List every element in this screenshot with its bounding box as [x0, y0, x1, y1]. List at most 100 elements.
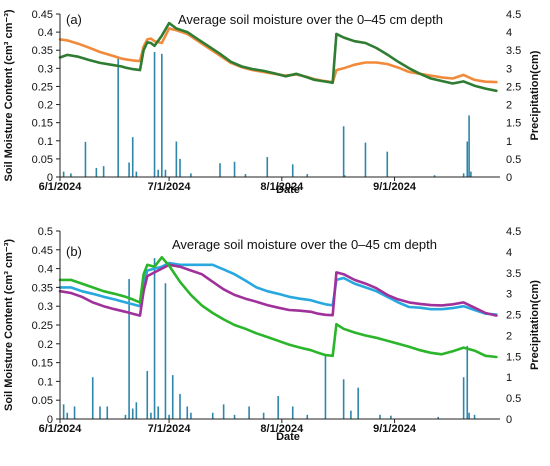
y2-tick-label: 4	[506, 27, 512, 39]
precip-bar	[342, 126, 345, 177]
y-tick-label: 0.45	[32, 245, 53, 257]
x-tick-label: 9/1/2024	[373, 181, 417, 193]
y2-tick-label: 0	[506, 172, 512, 184]
y-axis-title: Soil Moisture Content (cm³ cm⁻³)	[3, 239, 15, 411]
y-tick-label: 0.25	[32, 320, 53, 332]
precip-bar	[277, 396, 279, 419]
precip-bar	[468, 115, 470, 177]
y-tick-label: 0.35	[32, 45, 53, 57]
moisture-series-line-2	[58, 21, 498, 93]
precip-bar	[462, 173, 465, 177]
precip-bar	[386, 151, 389, 177]
precip-bar	[190, 173, 192, 177]
x-axis-title: Date	[276, 184, 300, 196]
precip-bar	[106, 406, 109, 419]
x-tick-label: 6/1/2024	[39, 181, 83, 193]
y-tick-label: 0.3	[38, 63, 53, 75]
y-tick-label: 0.1	[38, 376, 53, 388]
precip-bar	[222, 404, 225, 419]
y-tick-label: 0.05	[32, 154, 53, 166]
y-axis-title: Soil Moisture Content (cm³ cm⁻³)	[3, 9, 15, 181]
precip-bar	[462, 377, 465, 419]
precip-bar	[437, 416, 439, 419]
y2-tick-label: 4.5	[506, 226, 521, 238]
y2-tick-label: 3	[506, 289, 512, 301]
precip-bar	[190, 412, 192, 419]
precip-bar	[266, 157, 269, 177]
precip-bar	[135, 402, 138, 419]
moisture-series-line-3	[58, 255, 498, 359]
precip-bar	[470, 171, 472, 177]
y2-tick-label: 3.5	[506, 45, 521, 57]
precip-bar	[179, 158, 181, 177]
precip-bar	[131, 137, 134, 177]
y-tick-label: 0.4	[38, 264, 53, 276]
precip-bar	[62, 171, 65, 177]
y-tick-label: 0.15	[32, 118, 53, 130]
x-tick-label: 8/1/2024	[260, 181, 304, 193]
y-tick-label: 0.05	[32, 395, 53, 407]
precip-bar	[168, 414, 170, 419]
x-tick-label: 9/1/2024	[373, 423, 417, 435]
precip-bar	[433, 175, 436, 177]
precip-bar	[306, 174, 309, 177]
precip-bar	[291, 406, 294, 419]
precip-bar	[124, 414, 127, 419]
x-tick-label: 8/1/2024	[260, 423, 304, 435]
precip-bar	[350, 410, 352, 419]
precip-bar	[128, 162, 130, 177]
precip-bar	[364, 142, 367, 177]
y-tick-label: 0.5	[38, 226, 53, 238]
moisture-series-line-2	[58, 263, 498, 317]
precip-bar	[473, 414, 476, 419]
precip-bar	[131, 408, 134, 419]
y2-tick-label: 1	[506, 372, 512, 384]
precip-bar	[161, 53, 163, 177]
precip-bar	[62, 404, 65, 419]
precip-bar	[291, 164, 294, 177]
precip-bar	[73, 406, 76, 419]
y2-tick-label: 2	[506, 100, 512, 112]
precip-bar	[248, 406, 250, 419]
precip-bar	[379, 414, 381, 419]
y2-tick-label: 0	[506, 414, 512, 426]
panel-b: 0 0.05 0.1 0.15 0.2 0.25 0.3 0.35 0.4 0.45 0.5 0 0.5…	[3, 226, 541, 443]
y-tick-label: 0.4	[38, 27, 53, 39]
y2-tick-label: 1.5	[506, 351, 521, 363]
y2-tick-label: 2	[506, 330, 512, 342]
y-tick-label: 0.1	[38, 136, 53, 148]
y-tick-label: 0	[47, 414, 53, 426]
precip-bar	[343, 175, 346, 177]
precip-bar	[146, 370, 149, 419]
precip-bar	[84, 141, 87, 177]
precip-bar	[357, 387, 359, 419]
y-tick-label: 0.15	[32, 358, 53, 370]
precip-bar	[186, 406, 189, 419]
panel-label: (b)	[66, 244, 82, 259]
precip-bar	[306, 414, 309, 419]
precip-bar	[135, 171, 138, 177]
panel-a: 0 0.05 0.1 0.15 0.2 0.25 0.3 0.35 0.4 0.45 0 0.5 1 1.…	[3, 9, 541, 196]
x-tick-label: 7/1/2024	[148, 423, 192, 435]
precip-bar	[164, 283, 167, 419]
y2-tick-label: 3	[506, 63, 512, 75]
precip-bar	[324, 354, 327, 419]
precip-bar	[342, 379, 345, 419]
precip-bar	[466, 141, 469, 177]
precip-bar	[95, 167, 98, 177]
y2-tick-label: 0.5	[506, 393, 521, 405]
precip-bar	[70, 173, 72, 177]
precip-bar	[244, 174, 247, 177]
precip-bar	[157, 169, 159, 177]
precip-bar	[179, 393, 181, 419]
y-tick-label: 0.2	[38, 100, 53, 112]
y-tick-label: 0.35	[32, 282, 53, 294]
y2-tick-label: 0.5	[506, 154, 521, 166]
precip-bar	[468, 412, 470, 419]
y2-axis-title: Precipitation(cm)	[529, 50, 541, 140]
precip-bar	[262, 412, 265, 419]
precip-bar	[211, 412, 214, 419]
x-axis-title: Date	[276, 431, 300, 443]
precip-bar	[171, 375, 174, 419]
